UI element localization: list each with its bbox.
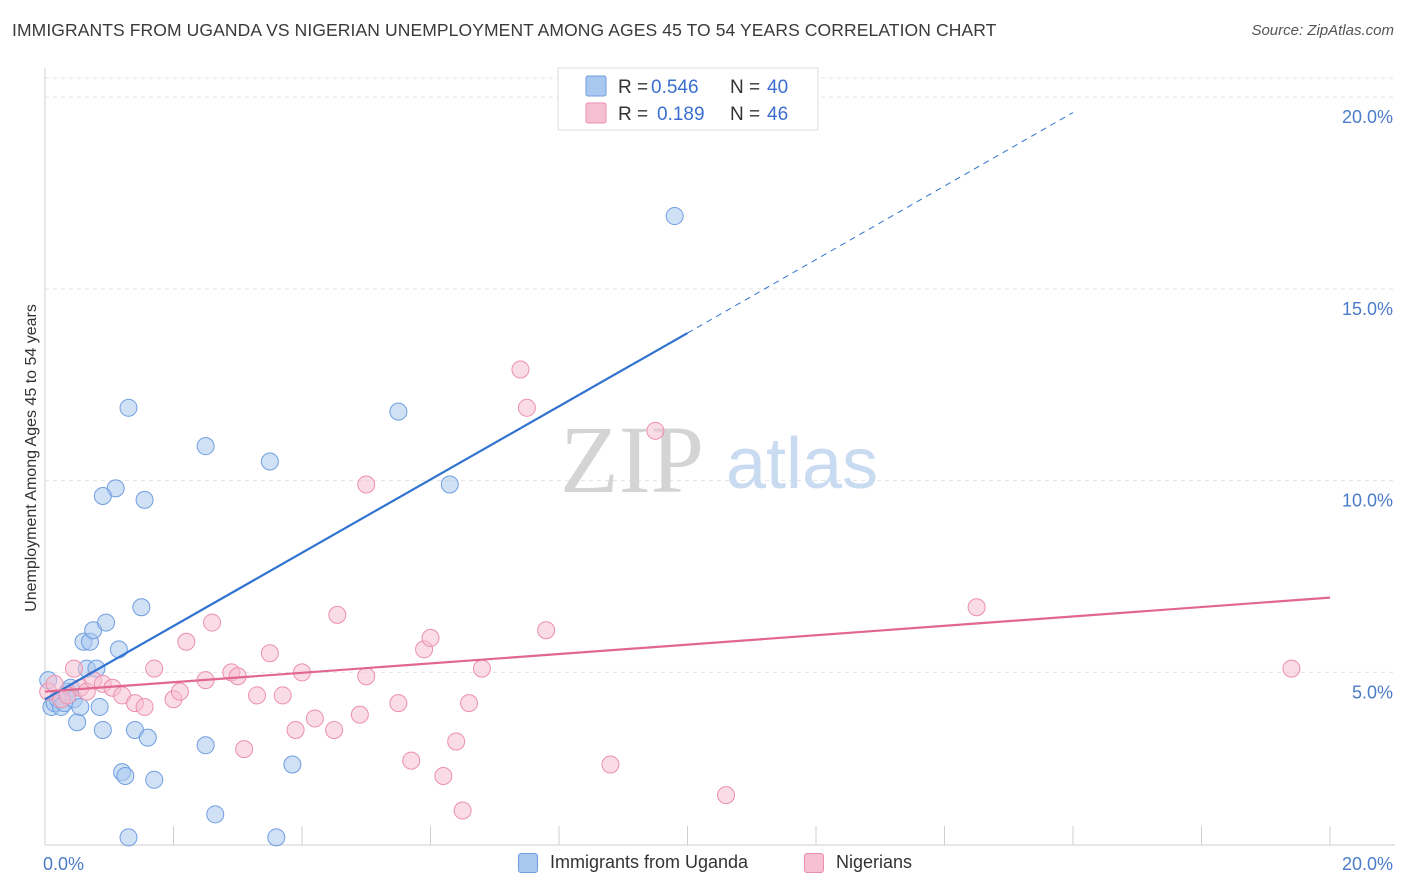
legend-blue-swatch <box>585 75 607 97</box>
y-tick-label: 20.0% <box>1342 107 1393 127</box>
ticks-layer: 5.0% 10.0% 15.0% 20.0% 0.0% 20.0% <box>43 107 1393 874</box>
uganda-trendline-extension <box>687 112 1074 334</box>
source-label: Source: ZipAtlas.com <box>1251 22 1394 39</box>
legend-pink-n-value: 46 <box>767 104 788 125</box>
nigerians-point <box>260 644 279 663</box>
nigerians-point <box>453 801 472 820</box>
uganda-point <box>109 640 128 659</box>
legend-swatch-uganda <box>518 852 538 873</box>
legend-pink-swatch <box>585 102 607 124</box>
uganda-point <box>93 720 112 739</box>
nigerians-point <box>357 667 376 686</box>
nigerians-point <box>717 786 736 805</box>
y-axis-label: Unemployment Among Ages 45 to 54 years <box>23 304 40 612</box>
uganda-point <box>440 475 459 494</box>
uganda-point <box>135 490 154 509</box>
nigerians-point <box>273 686 292 705</box>
uganda-point <box>145 770 164 789</box>
nigerians-point <box>537 621 556 640</box>
watermark-zip: ZIP <box>560 406 704 513</box>
nigerians-point <box>325 720 344 739</box>
nigerians-point <box>145 659 164 678</box>
nigerians-point <box>389 694 408 713</box>
y-tick-label: 15.0% <box>1342 299 1393 319</box>
nigerians-point <box>305 709 324 728</box>
legend-pink-r-label: R = <box>618 104 648 125</box>
nigerians-point <box>248 686 267 705</box>
uganda-point <box>267 828 286 847</box>
nigerians-point <box>460 694 479 713</box>
legend-pink-n-label: N = <box>730 104 760 125</box>
nigerians-point <box>646 421 665 440</box>
nigerians-point <box>421 628 440 647</box>
nigerians-point <box>402 751 421 770</box>
nigerians-point <box>434 766 453 785</box>
uganda-point <box>119 398 138 417</box>
nigerians-point <box>135 697 154 716</box>
uganda-point <box>68 713 87 732</box>
points-layer <box>39 207 1301 847</box>
y-tick-label: 10.0% <box>1342 491 1393 511</box>
bottom-legend: Immigrants from Uganda Nigerians <box>0 852 1406 878</box>
uganda-point <box>119 828 138 847</box>
nigerians-point <box>235 740 254 759</box>
x-tick-label-max: 20.0% <box>1342 854 1393 874</box>
legend-blue-r-value: 0.546 <box>651 77 699 98</box>
nigerians-point <box>447 732 466 751</box>
chart-title: IMMIGRANTS FROM UGANDA VS NIGERIAN UNEMP… <box>12 20 997 40</box>
nigerians-point <box>601 755 620 774</box>
uganda-point <box>93 487 112 506</box>
uganda-point <box>283 755 302 774</box>
y-tick-label: 5.0% <box>1352 682 1393 702</box>
x-tick-label-min: 0.0% <box>43 854 84 874</box>
uganda-point <box>132 598 151 617</box>
nigerians-point <box>64 659 83 678</box>
legend-label-nigerians: Nigerians <box>836 852 913 872</box>
nigerians-point <box>45 674 64 693</box>
uganda-point <box>71 697 90 716</box>
uganda-point <box>260 452 279 471</box>
top-legend: R = 0.546 N = 40 R = 0.189 N = 46 <box>557 67 819 131</box>
nigerians-point <box>967 598 986 617</box>
legend-pink-r-value: 0.189 <box>657 104 705 125</box>
nigerians-point <box>472 659 491 678</box>
nigerians-point <box>511 360 530 379</box>
nigerians-point <box>350 705 369 724</box>
uganda-trendline <box>44 332 689 701</box>
uganda-point <box>138 728 157 747</box>
legend-swatch-nigerians <box>804 852 824 873</box>
legend-blue-r-label: R = <box>618 77 648 98</box>
nigerians-point <box>357 475 376 494</box>
uganda-point <box>97 613 116 632</box>
axis-layer <box>44 68 1395 846</box>
nigerians-point <box>203 613 222 632</box>
legend-item-uganda: Immigrants from Uganda <box>518 852 748 873</box>
legend-blue-n-value: 40 <box>767 77 788 98</box>
legend-item-nigerians: Nigerians <box>804 852 912 873</box>
uganda-point <box>196 437 215 456</box>
uganda-point <box>116 766 135 785</box>
nigerians-point <box>286 720 305 739</box>
watermark: ZIP atlas <box>560 406 878 513</box>
uganda-point <box>665 207 684 226</box>
uganda-point <box>196 736 215 755</box>
nigerians-point <box>170 682 189 701</box>
uganda-point <box>389 402 408 421</box>
uganda-point <box>206 805 225 824</box>
nigerians-trendline <box>44 596 1331 693</box>
legend-label-uganda: Immigrants from Uganda <box>550 852 749 872</box>
nigerians-point <box>517 398 536 417</box>
trend-layer <box>44 112 1331 701</box>
watermark-atlas: atlas <box>726 424 878 504</box>
nigerians-point <box>328 605 347 624</box>
uganda-point <box>90 697 109 716</box>
legend-blue-n-label: N = <box>730 77 760 98</box>
nigerians-point <box>1282 659 1301 678</box>
nigerians-point <box>177 632 196 651</box>
